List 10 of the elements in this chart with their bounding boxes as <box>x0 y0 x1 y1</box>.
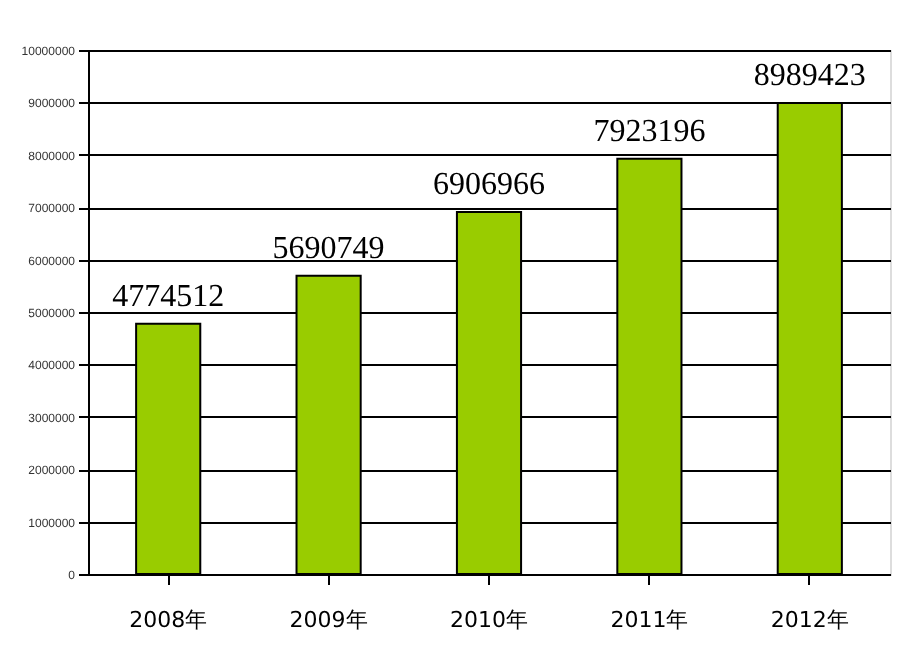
x-tick-label: 2010年 <box>450 607 528 633</box>
x-tick-label: 2009年 <box>289 607 368 633</box>
x-tick-label: 2008年 <box>129 607 208 633</box>
data-label: 8989423 <box>753 58 866 93</box>
data-label: 4774512 <box>112 279 225 314</box>
data-label: 6906966 <box>433 168 545 203</box>
data-label: 5690749 <box>272 231 385 266</box>
x-tick-label: 2011年 <box>610 607 689 633</box>
data-label: 7923196 <box>593 114 706 149</box>
x-tick-label: 2012年 <box>770 607 849 633</box>
